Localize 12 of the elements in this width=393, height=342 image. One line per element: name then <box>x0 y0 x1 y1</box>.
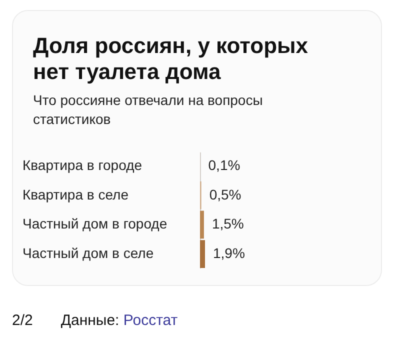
text: 2/2 <box>12 312 33 329</box>
y-tick-label: Частный дом в селе <box>22 245 154 262</box>
chart-title: Доля россиян, у которых нет туалета дома <box>33 33 310 85</box>
y-tick-label: Квартира в городе <box>22 156 142 173</box>
data-label: 0,1% <box>208 156 240 173</box>
y-tick-label: Квартира в селе <box>22 186 129 202</box>
chart-subtitle: Что россияне отвечали на вопросы статистиков <box>33 91 264 129</box>
data-label: 1,5% <box>212 216 244 232</box>
data-label: 1,9% <box>213 245 245 262</box>
data-label: 0,5% <box>209 186 242 202</box>
text: Данные: Росстат <box>60 312 178 329</box>
y-tick-label: Частный дом в городе <box>22 216 168 232</box>
